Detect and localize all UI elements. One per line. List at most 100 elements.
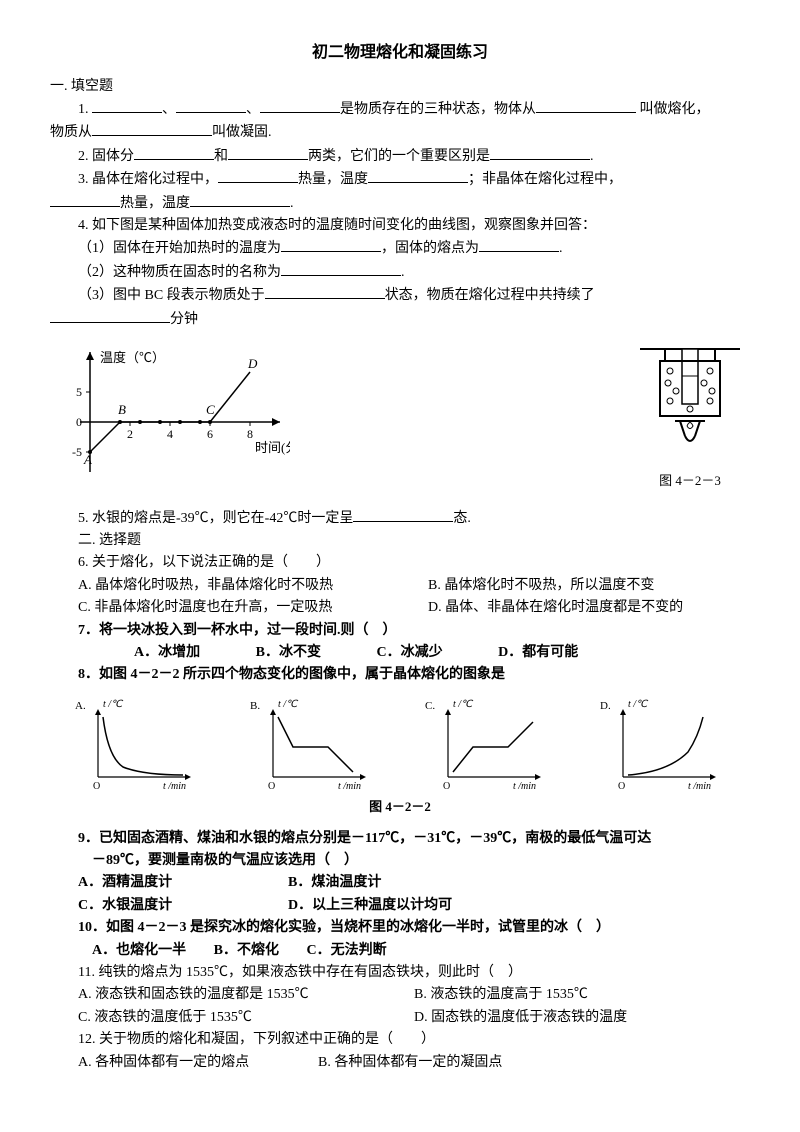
blank <box>92 121 212 136</box>
t: 态. <box>453 511 471 526</box>
q6-stem: 6. 关于熔化，以下说法正确的是（ ） <box>50 552 750 574</box>
t: 两类，它们的一个重要区别是 <box>308 149 490 164</box>
section-2-header: 二. 选择题 <box>50 530 750 552</box>
q7-opts: A．冰增加 B．冰不变 C．冰减少 D．都有可能 <box>78 642 750 664</box>
opt-b: B. 各种固体都有一定的凝固点 <box>318 1052 558 1074</box>
origin: O <box>93 781 100 792</box>
blank <box>490 145 590 160</box>
q5: 5. 水银的熔点是-39℃，则它在-42℃时一定呈 态. <box>50 507 750 530</box>
t: 叫做凝固. <box>212 125 272 140</box>
opt-c: C. 非晶体熔化时温度也在升高，一定吸热 <box>50 597 400 619</box>
pt-d: D <box>247 356 258 371</box>
ytick: 5 <box>76 385 82 399</box>
t: . <box>590 149 594 164</box>
opt-a: A. 液态铁和固态铁的温度都是 1535℃ <box>78 984 414 1006</box>
opt-d: D. 固态铁的温度低于液态铁的温度 <box>414 1007 750 1029</box>
opt-a: A. 各种固体都有一定的熔点 <box>78 1052 318 1074</box>
q8-graph-c: C. t /℃ O t /min <box>423 697 553 792</box>
q8-graph-b: B. t /℃ O t /min <box>248 697 378 792</box>
lbl-a: A. <box>75 700 86 712</box>
q1-line1: 1. 、、是物质存在的三种状态，物体从 叫做熔化， <box>50 98 750 121</box>
t: ，固体的熔点为 <box>381 241 479 256</box>
blank <box>190 192 290 207</box>
opt-a: A．也熔化一半 <box>92 940 186 962</box>
blank <box>260 98 340 113</box>
q3-line1: 3. 晶体在熔化过程中， 热量，温度 ；非晶体在熔化过程中， <box>50 168 750 191</box>
blank <box>218 168 298 183</box>
q11-opts-1: A. 液态铁和固态铁的温度都是 1535℃ B. 液态铁的温度高于 1535℃ <box>78 984 750 1006</box>
q9-opts-1: A．酒精温度计 B．煤油温度计 <box>50 872 470 894</box>
opt-b: B．煤油温度计 <box>260 872 470 894</box>
opt-c: C．冰减少 <box>348 642 442 664</box>
blank <box>228 145 308 160</box>
q1-line2: 物质从 叫做凝固. <box>50 121 750 144</box>
ylabel: t /℃ <box>453 699 474 710</box>
ytick: 0 <box>76 415 82 429</box>
lbl-d: D. <box>600 700 611 712</box>
opt-b: B．不熔化 <box>214 940 279 962</box>
ylabel: t /℃ <box>278 699 299 710</box>
q4-s4: 分钟 <box>50 308 750 331</box>
opt-c: C．水银温度计 <box>50 895 260 917</box>
xlabel: t /min <box>338 781 361 792</box>
q7-stem: 7．将一块冰投入到一杯水中，过一段时间.则（ ） <box>50 620 750 642</box>
t: 和 <box>214 149 228 164</box>
q9-stem: 9．已知固态酒精、煤油和水银的熔点分别是－117℃，－31℃，－39℃，南极的最… <box>50 828 750 850</box>
pt-b: B <box>118 402 126 417</box>
opt-b: B. 晶体熔化时不吸热，所以温度不变 <box>400 575 750 597</box>
t: . <box>290 196 294 211</box>
t: 2. 固体分 <box>78 149 134 164</box>
t: （3）图中 BC 段表示物质处于 <box>78 288 265 303</box>
t: 3. 晶体在熔化过程中， <box>78 172 218 187</box>
xtick: 2 <box>127 427 133 441</box>
figure-row-q4: 5 0 -5 2 4 6 8 A B <box>50 341 750 492</box>
ylabel: 温度（℃） <box>100 350 165 365</box>
t: （1）固体在开始加热时的温度为 <box>78 241 281 256</box>
xlabel: t /min <box>163 781 186 792</box>
q11-opts-2: C. 液态铁的温度低于 1535℃ D. 固态铁的温度低于液态铁的温度 <box>78 1007 750 1029</box>
t: . <box>401 265 405 280</box>
opt-b: B．冰不变 <box>228 642 321 664</box>
t: 叫做熔化， <box>636 102 710 117</box>
blank <box>50 308 170 323</box>
fig-caption: 图 4－2－3 <box>630 471 750 492</box>
opt-a: A．冰增加 <box>106 642 200 664</box>
origin: O <box>618 781 625 792</box>
blank <box>368 168 468 183</box>
xlabel: t /min <box>688 781 711 792</box>
q11-stem: 11. 纯铁的熔点为 1535℃，如果液态铁中存在有固态铁块，则此时（ ） <box>50 962 750 984</box>
t: 5. 水银的熔点是-39℃，则它在-42℃时一定呈 <box>78 511 353 526</box>
t: 热量，温度 <box>298 172 368 187</box>
q1-num: 1. <box>78 102 92 117</box>
q4-s3: （3）图中 BC 段表示物质处于状态，物质在熔化过程中共持续了 <box>50 284 750 307</box>
t: ；非晶体在熔化过程中， <box>468 172 622 187</box>
t: 是物质存在的三种状态，物体从 <box>340 102 536 117</box>
xlabel: t /min <box>513 781 536 792</box>
blank <box>281 237 381 252</box>
lbl-c: C. <box>425 700 435 712</box>
t: 分钟 <box>170 312 198 327</box>
q10-opts: A．也熔化一半 B．不熔化 C．无法判断 <box>92 940 750 962</box>
q9-stem2: －89℃，要测量南极的气温应该选用（ ） <box>92 850 750 872</box>
t: （2）这种物质在固态时的名称为 <box>78 265 281 280</box>
q4-stem: 4. 如下图是某种固体加热变成液态时的温度随时间变化的曲线图，观察图象并回答： <box>50 215 750 237</box>
ylabel: t /℃ <box>628 699 649 710</box>
blank <box>265 284 385 299</box>
opt-c: C. 液态铁的温度低于 1535℃ <box>78 1007 414 1029</box>
q2: 2. 固体分 和 两类，它们的一个重要区别是. <box>50 145 750 168</box>
opt-b: B. 液态铁的温度高于 1535℃ <box>414 984 750 1006</box>
q4-s2: （2）这种物质在固态时的名称为. <box>50 261 750 284</box>
fig-4-2-3: 图 4－2－3 <box>630 341 750 492</box>
page-title: 初二物理熔化和凝固练习 <box>50 40 750 66</box>
xlabel: 时间(分) <box>255 440 290 455</box>
q12-stem: 12. 关于物质的熔化和凝固，下列叙述中正确的是（ ） <box>50 1029 750 1051</box>
q4-s1: （1）固体在开始加热时的温度为，固体的熔点为. <box>50 237 750 260</box>
q8-stem: 8．如图 4－2－2 所示四个物态变化的图像中，属于晶体熔化的图象是 <box>50 664 750 686</box>
blank <box>281 261 401 276</box>
ylabel: t /℃ <box>103 699 124 710</box>
q8-graph-a: A. t /℃ O t /min <box>73 697 203 792</box>
t: 物质从 <box>50 125 92 140</box>
opt-d: D. 晶体、非晶体在熔化时温度都是不变的 <box>400 597 750 619</box>
xtick: 8 <box>247 427 253 441</box>
blank <box>176 98 246 113</box>
